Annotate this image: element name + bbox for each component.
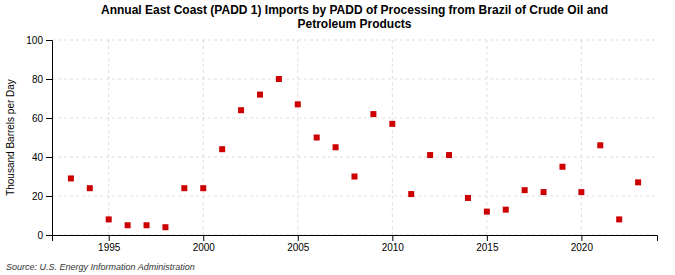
x-axis: 1995 2000 2005 2010 2015 2020 [53,235,658,253]
x-axis-line [53,236,658,242]
x-tick: 2005 [287,235,310,253]
y-axis-line [46,41,53,236]
x-tick-mark [109,235,110,241]
chart: Annual East Coast (PADD 1) Imports by PA… [0,0,675,275]
point [616,216,622,222]
point [125,222,131,228]
point [465,195,471,201]
y-tick-mark [46,79,52,80]
y-tick: 60 [32,113,52,124]
x-tick-mark [203,235,204,241]
y-tick-label: 80 [32,74,44,85]
point [389,121,395,127]
x-tick-label: 2010 [382,242,405,253]
plot: 1995 2000 2005 2010 2015 2020 0 20 40 60 80 100 [26,35,657,253]
y-tick: 0 [37,230,52,241]
point [635,179,641,185]
point [257,92,263,98]
point [503,207,509,213]
x-tick-label: 2020 [571,242,594,253]
x-tick-label: 2000 [193,242,216,253]
x-tick-mark [298,235,299,241]
grid-line-x [486,40,487,235]
point [427,152,433,158]
title-line: Annual East Coast (PADD 1) Imports by PA… [101,3,608,17]
grid-line-x [203,40,204,235]
y-axis: 0 20 40 60 80 100 [26,35,52,241]
title: Annual East Coast (PADD 1) Imports by PA… [101,3,608,31]
point [578,189,584,195]
point [484,209,490,215]
title-line: Petroleum Products [297,17,411,31]
y-tick-mark [46,157,52,158]
points [68,76,641,230]
y-tick-label: 100 [26,35,43,46]
point [68,175,74,181]
point [144,222,150,228]
source-note: Source: U.S. Energy Information Administ… [6,262,195,272]
point [162,224,168,230]
point [408,191,414,197]
y-tick-mark [46,235,52,236]
y-tick-mark [46,40,52,41]
y-tick-label: 60 [32,113,44,124]
point [87,185,93,191]
grid-line-y [52,118,657,119]
x-tick: 2015 [476,235,499,253]
grid-line-x [392,40,393,235]
point [276,76,282,82]
point [314,135,320,141]
y-tick: 40 [32,152,52,163]
x-tick: 2010 [382,235,405,253]
grid-line-y [52,40,657,41]
x-tick-mark [581,235,582,241]
x-tick-label: 1995 [98,242,121,253]
point [352,174,358,180]
point [295,101,301,107]
point [597,142,603,148]
point [333,144,339,150]
point [181,185,187,191]
x-tick: 2020 [571,235,594,253]
point [200,185,206,191]
grid-line-x [297,40,298,235]
point [106,216,112,222]
y-tick-mark [46,196,52,197]
x-tick-mark [392,235,393,241]
grid-line-x [108,40,109,235]
x-tick-label: 2015 [476,242,499,253]
grid [52,40,657,235]
grid-line-y [52,79,657,80]
y-tick: 100 [26,35,52,46]
x-tick-label: 2005 [287,242,310,253]
grid-line-y [52,196,657,197]
point [219,146,225,152]
x-tick-mark [487,235,488,241]
x-tick: 2000 [193,235,216,253]
point [541,189,547,195]
y-tick-label: 40 [32,152,44,163]
point [559,164,565,170]
x-tick: 1995 [98,235,121,253]
y-tick-label: 0 [37,230,43,241]
point [446,152,452,158]
point [238,107,244,113]
grid-line-y [52,157,657,158]
y-axis-title: Thousand Barrels per Day [5,79,16,196]
y-tick: 20 [32,191,52,202]
y-tick-label: 20 [32,191,44,202]
y-tick-mark [46,118,52,119]
grid-line-x [581,40,582,235]
point [522,187,528,193]
point [370,111,376,117]
y-tick: 80 [32,74,52,85]
